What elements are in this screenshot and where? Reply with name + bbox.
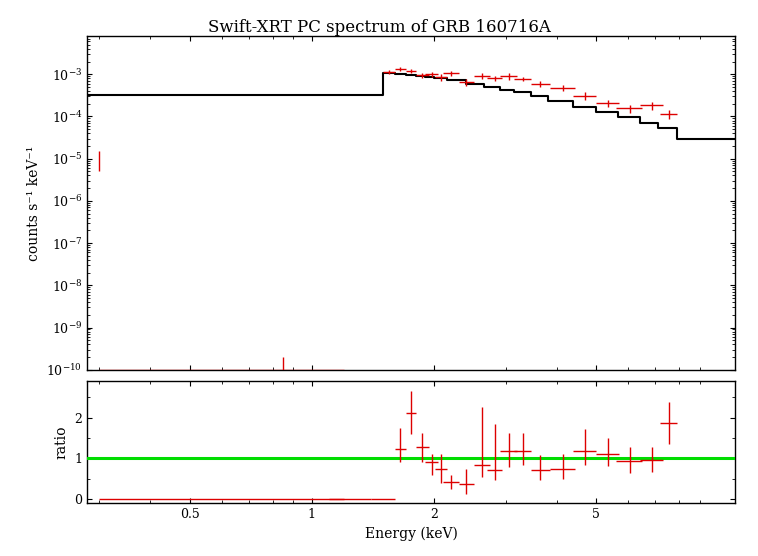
X-axis label: Energy (keV): Energy (keV) [365, 527, 458, 541]
Text: Swift-XRT PC spectrum of GRB 160716A: Swift-XRT PC spectrum of GRB 160716A [208, 19, 550, 37]
Y-axis label: counts s⁻¹ keV⁻¹: counts s⁻¹ keV⁻¹ [27, 145, 41, 261]
Y-axis label: ratio: ratio [55, 425, 69, 459]
